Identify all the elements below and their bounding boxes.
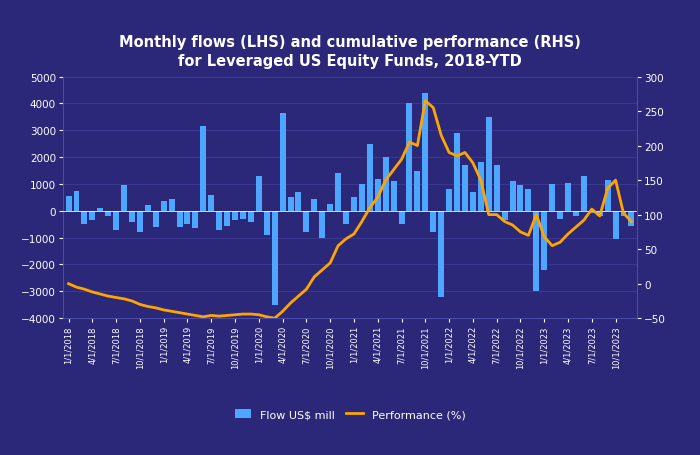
Bar bbox=[462, 166, 468, 211]
Bar bbox=[351, 198, 357, 211]
Bar bbox=[97, 209, 103, 211]
Bar bbox=[367, 144, 373, 211]
Bar bbox=[74, 191, 80, 211]
Bar bbox=[295, 192, 302, 211]
Bar bbox=[327, 205, 333, 211]
Bar bbox=[185, 211, 190, 225]
Bar bbox=[398, 211, 405, 225]
Bar bbox=[169, 199, 174, 211]
Bar bbox=[430, 211, 436, 233]
Bar bbox=[66, 197, 71, 211]
Bar bbox=[533, 211, 539, 292]
Legend: Flow US$ mill, Performance (%): Flow US$ mill, Performance (%) bbox=[230, 404, 470, 424]
Bar bbox=[224, 211, 230, 226]
Bar bbox=[407, 104, 412, 211]
Bar bbox=[129, 211, 135, 222]
Bar bbox=[264, 211, 270, 235]
Bar bbox=[629, 211, 634, 226]
Bar bbox=[502, 211, 508, 221]
Bar bbox=[272, 211, 278, 305]
Bar bbox=[486, 117, 491, 211]
Bar bbox=[422, 93, 428, 211]
Bar bbox=[438, 211, 444, 297]
Bar bbox=[414, 171, 421, 211]
Bar bbox=[510, 182, 515, 211]
Bar bbox=[319, 211, 326, 238]
Bar bbox=[550, 185, 555, 211]
Bar bbox=[335, 174, 341, 211]
Title: Monthly flows (LHS) and cumulative performance (RHS)
for Leveraged US Equity Fun: Monthly flows (LHS) and cumulative perfo… bbox=[119, 35, 581, 69]
Bar bbox=[589, 211, 595, 214]
Bar bbox=[446, 190, 452, 211]
Bar bbox=[620, 211, 626, 217]
Bar bbox=[193, 211, 198, 229]
Bar bbox=[248, 211, 254, 222]
Bar bbox=[279, 113, 286, 211]
Bar bbox=[232, 211, 238, 221]
Bar bbox=[573, 211, 579, 217]
Bar bbox=[240, 211, 246, 219]
Bar bbox=[541, 211, 547, 270]
Bar bbox=[597, 211, 603, 217]
Bar bbox=[90, 211, 95, 221]
Bar bbox=[176, 211, 183, 228]
Bar bbox=[113, 211, 119, 230]
Bar bbox=[557, 211, 563, 219]
Bar bbox=[605, 181, 610, 211]
Bar bbox=[581, 177, 587, 211]
Bar bbox=[517, 186, 524, 211]
Bar bbox=[374, 179, 381, 211]
Bar bbox=[359, 185, 365, 211]
Bar bbox=[153, 211, 159, 228]
Bar bbox=[312, 199, 317, 211]
Bar bbox=[105, 211, 111, 217]
Bar bbox=[303, 211, 309, 233]
Bar bbox=[216, 211, 222, 230]
Bar bbox=[391, 182, 397, 211]
Bar bbox=[288, 198, 293, 211]
Bar bbox=[137, 211, 143, 233]
Bar bbox=[526, 190, 531, 211]
Bar bbox=[81, 211, 88, 225]
Bar bbox=[161, 202, 167, 211]
Bar bbox=[121, 186, 127, 211]
Bar bbox=[470, 192, 476, 211]
Bar bbox=[612, 211, 619, 239]
Bar bbox=[478, 163, 484, 211]
Bar bbox=[494, 166, 500, 211]
Bar bbox=[454, 134, 460, 211]
Bar bbox=[343, 211, 349, 225]
Bar bbox=[565, 183, 571, 211]
Bar bbox=[200, 127, 206, 211]
Bar bbox=[383, 158, 389, 211]
Bar bbox=[145, 206, 150, 211]
Bar bbox=[209, 195, 214, 211]
Bar bbox=[256, 177, 262, 211]
